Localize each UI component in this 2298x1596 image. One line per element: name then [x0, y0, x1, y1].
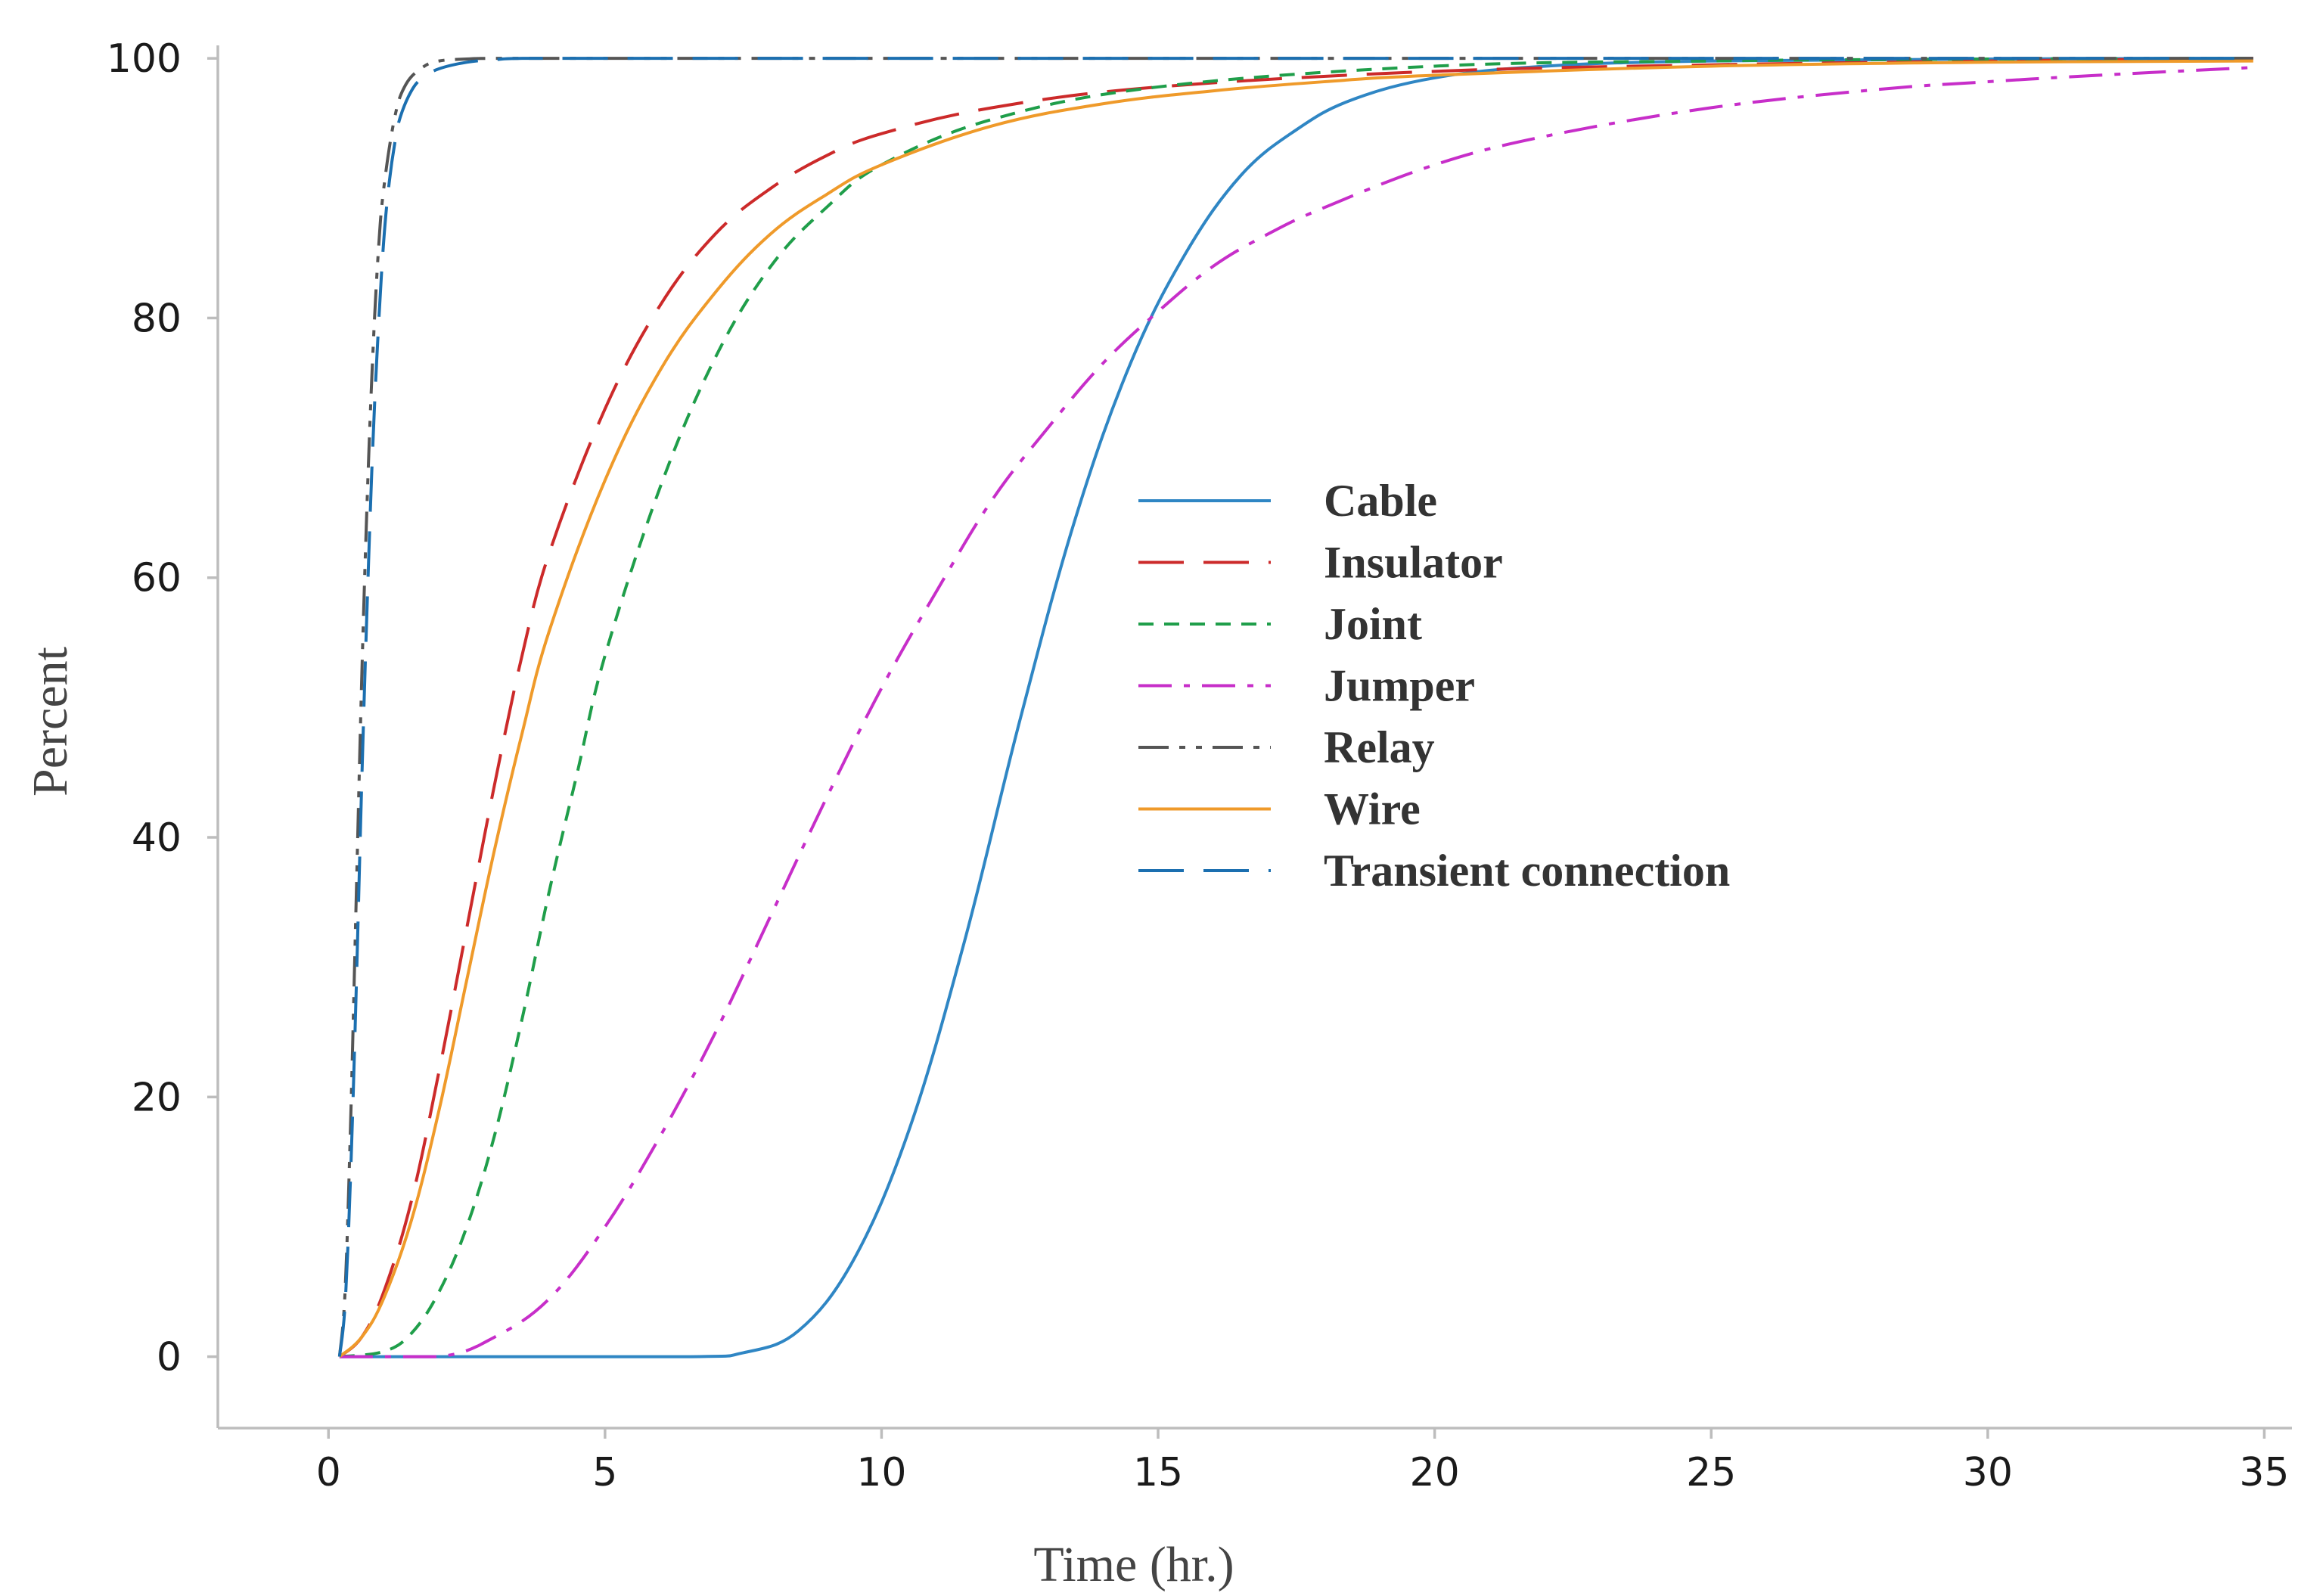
legend-label-transient-connection: Transient connection — [1324, 846, 1730, 896]
legend-label-relay: Relay — [1324, 722, 1435, 772]
y-tick-label: 0 — [157, 1335, 182, 1380]
series-line-cable — [339, 57, 2253, 1358]
series-line-jumper — [339, 66, 2253, 1358]
legend: Cable Insulator Joint Jumper Relay Wire Transi… — [1138, 476, 1730, 896]
y-tick-label: 40 — [132, 815, 182, 861]
legend-label-joint: Joint — [1324, 599, 1422, 649]
axes — [216, 45, 2292, 1430]
series-line-joint — [339, 57, 2253, 1358]
y-axis-title: Percent — [23, 647, 78, 796]
x-tick-label: 5 — [592, 1450, 617, 1495]
x-tick-label: 30 — [1963, 1450, 2013, 1495]
x-axis-ticks: 0 5 10 15 20 25 30 35 — [316, 1428, 2290, 1495]
series-lines — [337, 57, 2253, 1358]
y-tick-label: 80 — [132, 296, 182, 341]
legend-label-insulator: Insulator — [1324, 538, 1503, 588]
x-axis-title: Time (hr.) — [1033, 1537, 1234, 1592]
series-line-insulator — [338, 57, 2253, 1358]
y-axis-ticks: 0 20 40 60 80 100 — [107, 36, 218, 1380]
x-tick-label: 20 — [1410, 1450, 1460, 1495]
legend-label-wire: Wire — [1324, 784, 1421, 834]
y-tick-label: 60 — [132, 556, 182, 601]
series-line-transient-connection — [337, 57, 2253, 1357]
y-tick-label: 100 — [107, 36, 182, 82]
series-line-wire — [338, 59, 2253, 1358]
x-tick-label: 35 — [2239, 1450, 2289, 1495]
legend-label-cable: Cable — [1324, 476, 1437, 526]
series-line-relay — [337, 57, 2253, 1357]
x-tick-label: 10 — [856, 1450, 906, 1495]
x-tick-label: 25 — [1686, 1450, 1736, 1495]
x-tick-label: 0 — [316, 1450, 341, 1495]
x-tick-label: 15 — [1133, 1450, 1183, 1495]
y-tick-label: 20 — [132, 1075, 182, 1120]
legend-label-jumper: Jumper — [1324, 661, 1475, 711]
